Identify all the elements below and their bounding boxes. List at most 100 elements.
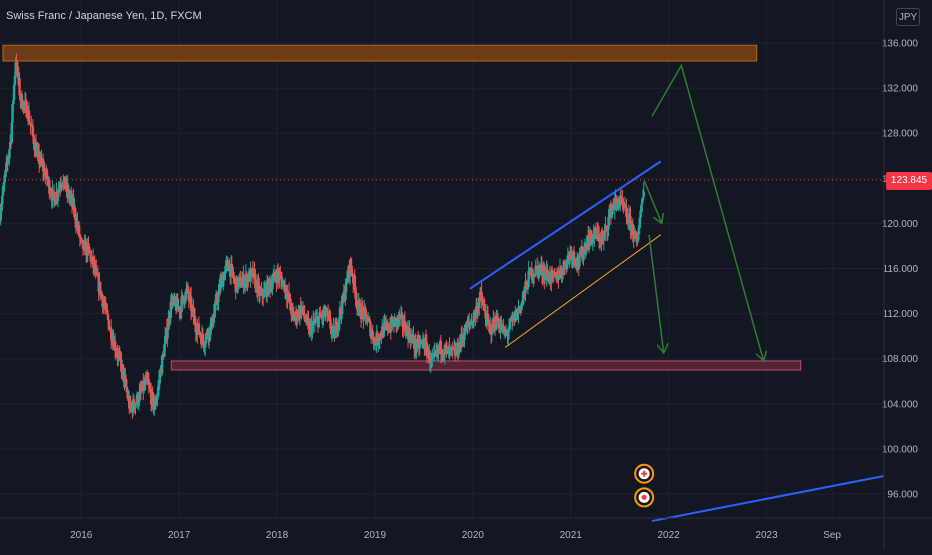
candle-body xyxy=(563,260,566,268)
projection-arrow[interactable] xyxy=(651,63,765,362)
candle-body xyxy=(481,299,484,305)
candle-body xyxy=(335,322,338,333)
lower-channel-line[interactable] xyxy=(504,234,662,348)
candle-body xyxy=(124,379,128,388)
candle-body xyxy=(581,246,584,260)
candle-body xyxy=(1,185,5,196)
candle-body xyxy=(211,322,215,327)
candle-body xyxy=(420,341,423,343)
candle-body xyxy=(229,263,233,277)
candle-body xyxy=(135,402,138,404)
candle-body xyxy=(633,231,637,233)
candle-body xyxy=(442,355,445,357)
candle-body xyxy=(324,306,327,316)
candle-body xyxy=(308,325,312,335)
candle-body xyxy=(197,323,201,334)
candle-body xyxy=(559,268,562,272)
candle-body xyxy=(484,310,487,319)
candle-body xyxy=(0,204,3,212)
candle-body xyxy=(263,288,266,290)
candle-body xyxy=(63,176,67,190)
candle-body xyxy=(2,182,6,186)
candle-body xyxy=(355,300,359,308)
candle-body xyxy=(442,354,446,356)
candle-body xyxy=(344,292,347,300)
candle-body xyxy=(332,326,335,329)
candle-body xyxy=(272,276,275,283)
resistance-zone[interactable] xyxy=(2,44,758,62)
candle-body xyxy=(168,317,172,323)
candle-body xyxy=(110,327,113,341)
candle-body xyxy=(190,306,194,311)
candle-body xyxy=(236,281,240,290)
candle-body xyxy=(445,347,448,349)
candle-body xyxy=(156,386,160,394)
candle-body xyxy=(483,305,486,311)
candle-body xyxy=(349,259,353,266)
candle-body xyxy=(49,193,53,196)
candle-body xyxy=(517,307,520,314)
candle-body xyxy=(341,296,344,314)
candle-body xyxy=(538,265,541,270)
candle-body xyxy=(605,226,609,232)
candle-body xyxy=(13,75,17,85)
candle-body xyxy=(336,329,339,333)
candle-body xyxy=(176,298,179,308)
candle-body xyxy=(575,264,578,266)
support-zone[interactable] xyxy=(170,360,802,371)
event-marker-plus[interactable] xyxy=(634,463,655,484)
candle-body xyxy=(568,251,572,259)
event-marker-dot[interactable] xyxy=(634,487,655,508)
candle-body xyxy=(28,122,31,124)
candle-body xyxy=(366,318,370,322)
candle-body xyxy=(344,278,348,293)
candle-body xyxy=(571,257,574,261)
candle-body xyxy=(240,285,243,288)
candle-body xyxy=(590,230,593,238)
candle-body xyxy=(359,303,362,317)
candle-body xyxy=(395,317,399,325)
candle-body xyxy=(31,125,35,135)
candle-body xyxy=(214,300,217,311)
candle-body xyxy=(289,298,292,309)
candle-body xyxy=(437,348,440,353)
candle-body xyxy=(368,319,371,322)
candle-body xyxy=(213,310,216,315)
candle-body xyxy=(427,349,431,363)
candle-body xyxy=(56,193,60,198)
candle-body xyxy=(43,168,46,177)
candle-body xyxy=(114,350,118,353)
candle-body xyxy=(148,385,151,389)
candle-body xyxy=(398,315,402,320)
upper-channel-line[interactable] xyxy=(469,160,662,290)
projection-arrow[interactable] xyxy=(648,234,665,354)
candle-body xyxy=(153,402,157,410)
candle-body xyxy=(8,141,12,150)
long-term-line[interactable] xyxy=(651,474,885,523)
candle-body xyxy=(66,183,69,193)
candle-body xyxy=(315,317,318,320)
candle-body xyxy=(583,247,586,255)
candle-body xyxy=(566,255,569,260)
candle-body xyxy=(88,250,92,254)
candle-body xyxy=(458,342,461,353)
currency-badge[interactable]: JPY xyxy=(896,8,920,26)
candle-body xyxy=(631,224,634,236)
candle-body xyxy=(642,191,645,197)
projection-arrow[interactable] xyxy=(643,180,663,224)
candle-body xyxy=(95,270,99,276)
candle-body xyxy=(439,340,443,355)
candle-body xyxy=(548,273,551,282)
candle-body xyxy=(171,301,174,308)
candle-body xyxy=(88,246,91,251)
candle-body xyxy=(431,355,435,358)
candle-body xyxy=(129,401,132,408)
candle-body xyxy=(29,123,32,126)
candle-body xyxy=(597,230,600,235)
candle-body xyxy=(24,100,28,102)
candle-body xyxy=(507,332,510,335)
candle-body xyxy=(67,189,71,199)
candle-body xyxy=(106,309,109,315)
